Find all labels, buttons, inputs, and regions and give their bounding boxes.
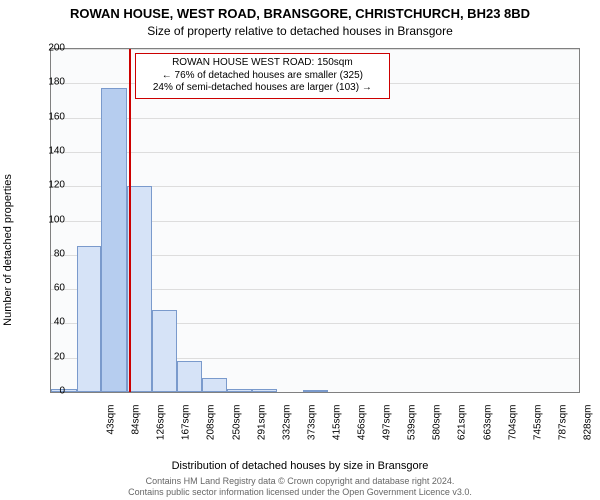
x-tick-label: 621sqm xyxy=(457,405,468,455)
x-tick-label: 250sqm xyxy=(231,405,242,455)
x-axis-label: Distribution of detached houses by size … xyxy=(0,460,600,472)
x-tick-label: 332sqm xyxy=(281,405,292,455)
histogram-bar xyxy=(101,88,127,392)
x-tick-label: 787sqm xyxy=(558,405,569,455)
page-title: ROWAN HOUSE, WEST ROAD, BRANSGORE, CHRIS… xyxy=(0,6,600,21)
x-tick-label: 539sqm xyxy=(407,405,418,455)
annotation-line: ROWAN HOUSE WEST ROAD: 150sqm xyxy=(142,57,383,70)
x-tick-label: 415sqm xyxy=(332,405,343,455)
x-tick-label: 828sqm xyxy=(583,405,594,455)
y-tick-label: 60 xyxy=(25,283,65,294)
y-tick-label: 100 xyxy=(25,214,65,225)
x-tick-label: 373sqm xyxy=(306,405,317,455)
histogram-bar xyxy=(202,378,227,392)
x-tick-label: 167sqm xyxy=(181,405,192,455)
y-tick-label: 20 xyxy=(25,351,65,362)
attribution-line: Contains HM Land Registry data © Crown c… xyxy=(146,476,455,486)
y-tick-label: 120 xyxy=(25,180,65,191)
x-tick-label: 43sqm xyxy=(105,405,116,455)
y-tick-label: 160 xyxy=(25,111,65,122)
y-tick-label: 200 xyxy=(25,43,65,54)
y-tick-label: 80 xyxy=(25,248,65,259)
attribution-text: Contains HM Land Registry data © Crown c… xyxy=(0,476,600,498)
x-tick-label: 208sqm xyxy=(206,405,217,455)
histogram-bar xyxy=(77,246,102,392)
histogram-bar xyxy=(252,389,277,392)
x-tick-label: 84sqm xyxy=(130,405,141,455)
x-tick-label: 291sqm xyxy=(256,405,267,455)
x-tick-label: 580sqm xyxy=(432,405,443,455)
x-tick-label: 704sqm xyxy=(507,405,518,455)
x-tick-label: 126sqm xyxy=(156,405,167,455)
histogram-bar xyxy=(177,361,203,392)
x-tick-label: 745sqm xyxy=(532,405,543,455)
y-tick-label: 0 xyxy=(25,386,65,397)
histogram-bar xyxy=(303,390,328,392)
plot-area: ROWAN HOUSE WEST ROAD: 150sqm← 76% of de… xyxy=(50,48,580,393)
annotation-line: 24% of semi-detached houses are larger (… xyxy=(142,82,383,95)
x-tick-label: 497sqm xyxy=(381,405,392,455)
y-axis-label: Number of detached properties xyxy=(2,174,14,326)
annotation-line: ← 76% of detached houses are smaller (32… xyxy=(142,70,383,83)
attribution-line: Contains public sector information licen… xyxy=(128,487,472,497)
histogram-bar xyxy=(227,389,252,392)
marker-line xyxy=(129,49,131,392)
x-tick-label: 456sqm xyxy=(357,405,368,455)
chart-container: ROWAN HOUSE, WEST ROAD, BRANSGORE, CHRIS… xyxy=(0,0,600,500)
annotation-box: ROWAN HOUSE WEST ROAD: 150sqm← 76% of de… xyxy=(135,53,390,99)
y-tick-label: 40 xyxy=(25,317,65,328)
y-tick-label: 140 xyxy=(25,145,65,156)
chart-subtitle: Size of property relative to detached ho… xyxy=(0,24,600,38)
x-tick-label: 663sqm xyxy=(482,405,493,455)
histogram-bar xyxy=(152,310,177,392)
y-tick-label: 180 xyxy=(25,77,65,88)
